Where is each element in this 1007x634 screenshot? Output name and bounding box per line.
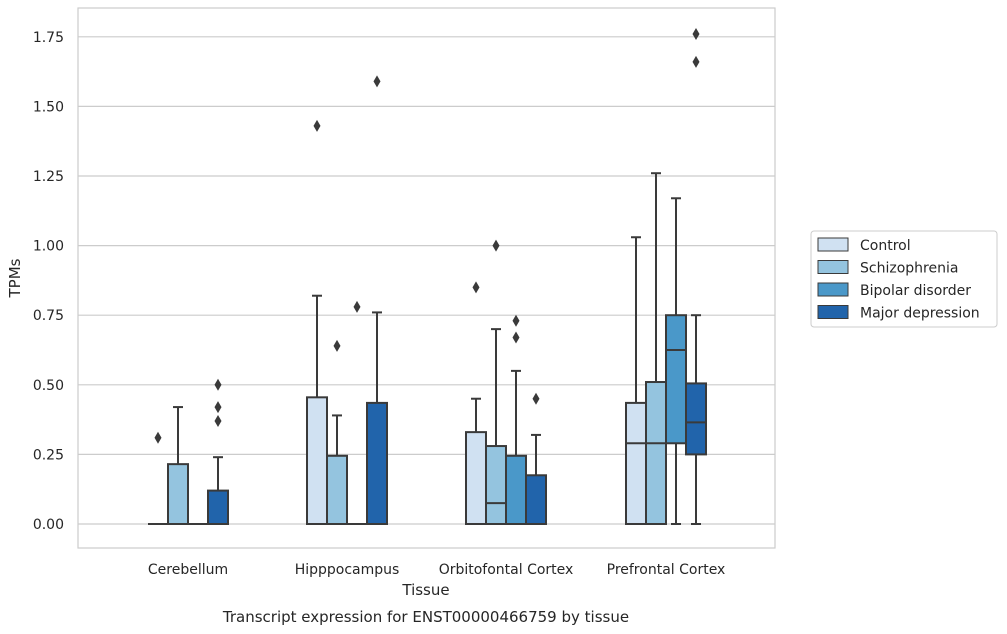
legend-entry: Control [860,238,911,254]
outlier-point [353,300,361,313]
plot-area-frame [77,7,776,549]
box [326,454,348,525]
y-axis-label: TPMs [6,258,24,298]
legend-entry: Schizophrenia [860,261,958,277]
outlier-point [214,401,222,414]
box [505,454,527,525]
box [366,401,388,525]
outlier-point [154,431,162,444]
outlier-point [214,378,222,391]
x-tick-label: Orbitofontal Cortex [439,562,574,578]
box [465,431,487,525]
y-axis-ticks: 0.00 0.25 0.50 0.75 1.00 1.25 1.50 1.75 [33,30,64,533]
legend-swatch [817,260,849,274]
legend-swatch [817,237,849,252]
series-schizophrenia [167,172,667,526]
legend-swatch [817,282,849,297]
legend: Control Schizophrenia Bipolar disorder Majo… [810,230,998,328]
gridlines [78,36,775,525]
box [625,401,647,525]
legend-entry: Major depression [860,306,980,322]
y-tick-label: 1.75 [33,30,64,46]
outlier-point [214,414,222,427]
box [685,382,707,456]
outlier-point [692,28,700,41]
chart-caption: Transcript expression for ENST0000046675… [222,608,629,626]
x-axis-label: Tissue [401,581,449,599]
y-tick-label: 0.00 [33,517,64,533]
outlier-point [333,339,341,352]
box [525,474,547,525]
x-axis-ticks: Cerebellum Hipppocampus Orbitofontal Corte… [148,562,725,578]
outlier-point [512,331,520,344]
x-tick-label: Prefrontal Cortex [607,562,726,578]
y-tick-label: 0.25 [33,447,64,463]
y-tick-label: 1.00 [33,239,64,255]
legend-entry: Bipolar disorder [860,283,971,299]
x-tick-label: Cerebellum [148,562,228,578]
series-bipolar-disorder [188,197,687,525]
y-tick-label: 1.25 [33,169,64,185]
box [306,396,328,525]
outlier-point [373,75,381,88]
legend-frame [810,230,998,328]
outlier-point [512,314,520,327]
outlier-point [472,281,480,294]
series-control [148,119,647,525]
y-tick-label: 1.50 [33,99,64,115]
legend-swatch [817,305,849,319]
outlier-point [532,392,540,405]
box [207,489,229,526]
box [645,381,667,525]
outlier-point [692,55,700,68]
y-tick-label: 0.75 [33,308,64,324]
box [485,445,507,526]
box [167,463,189,526]
outlier-point [313,119,321,132]
outlier-point [492,239,500,252]
y-tick-label: 0.50 [33,378,64,394]
box-series [148,28,707,526]
series-major-depression [207,28,707,526]
box [665,314,687,445]
x-tick-label: Hipppocampus [295,562,400,578]
